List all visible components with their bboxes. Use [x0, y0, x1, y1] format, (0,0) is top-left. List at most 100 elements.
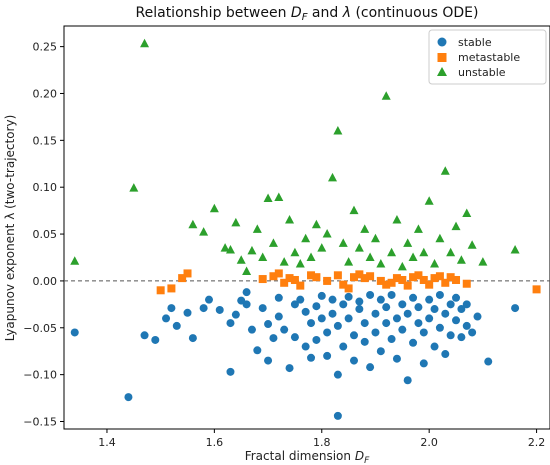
point-metastable — [323, 276, 332, 285]
point-unstable — [242, 266, 252, 276]
point-unstable — [252, 224, 262, 233]
point-metastable — [183, 269, 192, 278]
point-unstable — [435, 233, 445, 243]
point-stable — [430, 305, 439, 314]
point-stable — [307, 319, 316, 328]
point-unstable — [510, 244, 520, 254]
point-stable — [333, 321, 342, 330]
point-stable — [452, 293, 461, 302]
point-stable — [312, 302, 321, 311]
point-stable — [290, 300, 299, 309]
point-stable — [419, 359, 428, 368]
point-stable — [333, 370, 342, 379]
point-metastable — [430, 274, 439, 283]
point-unstable — [413, 224, 423, 233]
point-stable — [468, 328, 477, 337]
point-stable — [162, 314, 171, 323]
point-metastable — [156, 286, 165, 295]
y-tick-label: 0.20 — [33, 87, 58, 100]
point-stable — [435, 290, 444, 299]
point-metastable — [419, 275, 428, 284]
point-stable — [376, 347, 385, 356]
point-stable — [226, 367, 235, 376]
point-unstable — [392, 215, 402, 224]
point-metastable — [355, 270, 364, 279]
legend-box — [428, 29, 547, 85]
point-metastable — [296, 281, 305, 290]
point-unstable — [279, 257, 289, 266]
point-stable — [226, 319, 235, 328]
point-stable — [344, 292, 353, 301]
point-stable — [242, 300, 251, 309]
point-unstable — [440, 166, 450, 175]
point-metastable — [398, 275, 407, 284]
point-stable — [231, 310, 240, 319]
point-stable — [274, 293, 283, 302]
point-unstable — [424, 196, 434, 205]
data-points — [70, 38, 541, 420]
legend-label-metastable: metastable — [458, 51, 520, 64]
point-stable — [70, 328, 79, 337]
point-metastable — [462, 279, 471, 288]
point-unstable — [70, 256, 80, 265]
point-metastable — [349, 273, 358, 282]
point-unstable — [311, 219, 321, 229]
point-unstable — [285, 215, 295, 224]
point-stable — [360, 319, 369, 328]
point-stable — [403, 309, 412, 318]
point-stable — [376, 295, 385, 304]
point-metastable — [403, 281, 412, 290]
point-metastable — [274, 269, 283, 278]
y-tick-label: 0.10 — [33, 181, 58, 194]
point-metastable — [532, 285, 541, 294]
point-unstable — [236, 255, 246, 264]
point-stable — [258, 304, 267, 313]
point-stable — [172, 321, 181, 330]
point-unstable — [430, 259, 440, 268]
point-unstable — [268, 238, 278, 247]
point-unstable — [349, 205, 359, 215]
chart-title: Relationship between DF and λ (continuou… — [136, 5, 479, 23]
legend-marker-stable — [437, 37, 447, 47]
point-metastable — [452, 275, 461, 284]
x-tick-label: 1.4 — [98, 436, 116, 449]
point-stable — [392, 354, 401, 363]
point-stable — [462, 300, 471, 309]
legend: stable metastable unstable — [428, 29, 547, 85]
point-stable — [140, 331, 149, 340]
plot-area — [63, 25, 550, 430]
point-metastable — [446, 273, 455, 282]
point-unstable — [451, 221, 461, 231]
point-stable — [457, 305, 466, 314]
point-stable — [398, 300, 407, 309]
point-stable — [339, 342, 348, 351]
point-stable — [462, 321, 471, 330]
point-stable — [269, 334, 278, 343]
point-stable — [360, 337, 369, 346]
point-stable — [398, 325, 407, 334]
point-metastable — [344, 284, 353, 293]
point-stable — [371, 328, 380, 337]
point-unstable — [376, 259, 386, 268]
point-metastable — [178, 274, 187, 283]
point-unstable — [140, 38, 150, 48]
x-tick-label: 1.8 — [313, 436, 331, 449]
point-unstable — [322, 229, 332, 238]
point-stable — [446, 300, 455, 309]
y-axis-label: Lyapunov exponent λ (two-trajectory) — [3, 115, 17, 342]
point-stable — [355, 297, 364, 306]
point-metastable — [435, 272, 444, 281]
point-stable — [414, 319, 423, 328]
y-tick-label: 0.25 — [33, 41, 58, 54]
legend-label-stable: stable — [458, 36, 492, 49]
point-stable — [264, 356, 273, 365]
point-stable — [366, 363, 375, 372]
point-unstable — [344, 257, 354, 266]
point-stable — [167, 304, 176, 313]
legend-marker-metastable — [437, 53, 447, 62]
point-unstable — [188, 219, 198, 229]
point-unstable — [354, 243, 364, 252]
point-stable — [301, 307, 310, 316]
point-metastable — [366, 272, 375, 281]
